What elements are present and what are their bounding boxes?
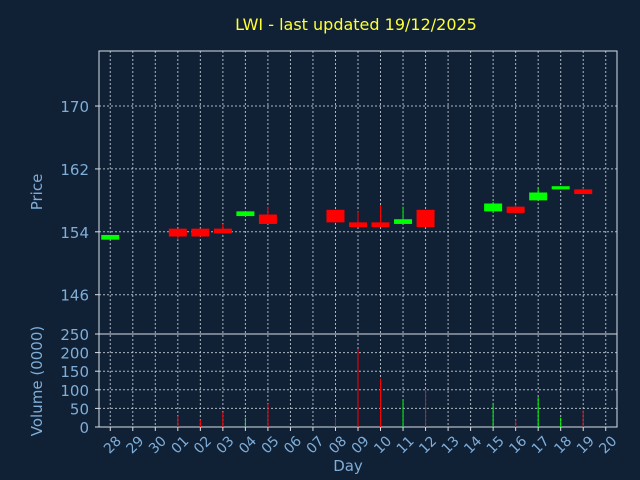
candle-04 bbox=[236, 211, 255, 217]
candle-body bbox=[236, 211, 255, 217]
x-tick-label: 06 bbox=[281, 433, 305, 457]
vertical-grid bbox=[109, 51, 607, 427]
candle-08 bbox=[326, 209, 345, 223]
candle-body bbox=[394, 219, 413, 224]
volume-tick-label: 150 bbox=[60, 363, 89, 381]
price-axis-label: Price bbox=[28, 174, 46, 211]
price-tick-label: 170 bbox=[60, 98, 89, 116]
candle-body bbox=[213, 228, 232, 234]
x-tick-label: 20 bbox=[596, 433, 620, 457]
candle-12 bbox=[416, 209, 435, 228]
x-axis: 2829300102030405060708091011121314151617… bbox=[101, 427, 620, 457]
x-tick-label: 10 bbox=[371, 433, 395, 457]
candle-03 bbox=[213, 223, 232, 234]
x-tick-label: 02 bbox=[191, 433, 215, 457]
volume-tick-label: 100 bbox=[60, 382, 89, 400]
x-tick-label: 30 bbox=[146, 433, 170, 457]
candle-01 bbox=[168, 228, 187, 240]
candle-body bbox=[258, 214, 277, 224]
x-tick-label: 19 bbox=[574, 433, 598, 457]
chart-title: LWI - last updated 19/12/2025 bbox=[235, 15, 477, 34]
volume-tick-label: 250 bbox=[60, 326, 89, 344]
candle-body bbox=[191, 228, 210, 237]
candle-11 bbox=[394, 206, 413, 224]
x-axis-label: Day bbox=[333, 457, 363, 475]
x-tick-label: 09 bbox=[349, 433, 373, 457]
candle-body bbox=[326, 209, 345, 223]
candle-body bbox=[574, 189, 593, 195]
x-tick-label: 03 bbox=[214, 433, 238, 457]
x-tick-label: 01 bbox=[169, 433, 193, 457]
x-tick-label: 16 bbox=[506, 433, 530, 457]
x-tick-label: 17 bbox=[529, 433, 553, 457]
volume-tick-label: 0 bbox=[79, 419, 89, 437]
x-tick-label: 07 bbox=[304, 433, 328, 457]
x-tick-label: 05 bbox=[259, 433, 283, 457]
volume-tick-label: 50 bbox=[70, 400, 89, 418]
price-tick-label: 162 bbox=[60, 161, 89, 179]
price-tick-label: 154 bbox=[60, 224, 89, 242]
candle-16 bbox=[506, 205, 525, 213]
candles bbox=[101, 186, 593, 240]
volume-tick-label: 200 bbox=[60, 345, 89, 363]
candle-body bbox=[506, 206, 525, 213]
x-tick-label: 15 bbox=[484, 433, 508, 457]
candle-body bbox=[416, 209, 435, 228]
candle-09 bbox=[348, 211, 368, 228]
x-tick-label: 08 bbox=[326, 433, 350, 457]
x-tick-label: 11 bbox=[394, 433, 418, 457]
x-tick-label: 28 bbox=[101, 433, 125, 457]
volume-bars bbox=[177, 348, 584, 427]
candle-body bbox=[101, 234, 120, 240]
price-axis: 146 154 162 170 bbox=[60, 98, 99, 305]
x-tick-label: 18 bbox=[551, 433, 575, 457]
candle-28 bbox=[101, 234, 120, 240]
x-tick-label: 29 bbox=[123, 433, 147, 457]
candle-05 bbox=[258, 206, 277, 224]
x-tick-label: 12 bbox=[416, 433, 440, 457]
candle-18 bbox=[551, 186, 570, 190]
candle-17 bbox=[529, 187, 548, 201]
candle-body bbox=[348, 222, 368, 228]
candle-10 bbox=[371, 205, 390, 228]
price-tick-label: 146 bbox=[60, 287, 89, 305]
x-tick-label: 04 bbox=[236, 433, 260, 457]
candle-02 bbox=[191, 228, 210, 237]
candle-15 bbox=[484, 201, 503, 213]
x-tick-label: 13 bbox=[439, 433, 463, 457]
candle-body bbox=[551, 186, 570, 190]
volume-axis-label: Volume (0000) bbox=[28, 326, 46, 436]
candle-body bbox=[529, 192, 548, 201]
candle-body bbox=[371, 222, 390, 228]
candle-19 bbox=[574, 187, 593, 195]
candle-body bbox=[168, 228, 187, 237]
x-tick-label: 14 bbox=[461, 433, 485, 457]
candle-body bbox=[484, 203, 503, 212]
